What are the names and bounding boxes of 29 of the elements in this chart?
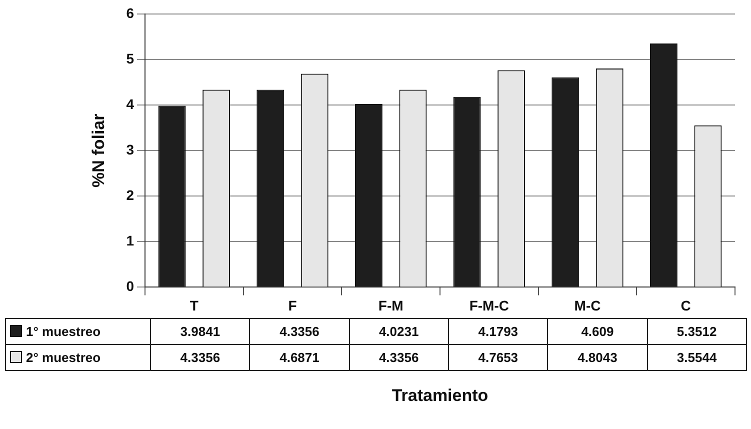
data-label: 3.9841 — [150, 318, 250, 344]
data-label: 4.1793 — [448, 318, 548, 344]
y-tick-label: 2 — [126, 186, 134, 203]
legend-label: 1° muestreo — [26, 324, 101, 339]
y-tick-label: 0 — [126, 278, 134, 294]
x-tick-label: F — [288, 297, 298, 314]
data-label: 4.3356 — [250, 318, 350, 344]
y-tick-label: 6 — [126, 4, 134, 21]
y-tick-label: 3 — [126, 141, 134, 158]
data-label: 4.0231 — [349, 318, 448, 344]
x-tick-label: F-M — [378, 297, 404, 314]
x-tick-label: T — [190, 297, 199, 314]
data-label: 4.3356 — [349, 344, 448, 370]
data-label: 4.3356 — [150, 344, 250, 370]
x-tick-label: F-M-C — [469, 297, 509, 314]
y-tick-label: 1 — [126, 232, 134, 249]
data-label: 5.3512 — [647, 318, 746, 344]
data-label: 4.7653 — [448, 344, 548, 370]
data-label: 4.6871 — [250, 344, 350, 370]
y-tick-label: 5 — [126, 50, 134, 66]
x-tick-label: M-C — [574, 297, 601, 314]
data-label: 4.609 — [548, 318, 648, 344]
x-tick-label: C — [680, 297, 691, 314]
y-tick-label: 4 — [126, 96, 134, 112]
x-axis-title: Tratamiento — [390, 386, 490, 406]
data-label: 3.5544 — [647, 344, 746, 370]
data-label: 4.8043 — [548, 344, 648, 370]
y-axis-title: %N foliar — [88, 113, 108, 188]
legend-label: 2° muestreo — [26, 350, 101, 365]
